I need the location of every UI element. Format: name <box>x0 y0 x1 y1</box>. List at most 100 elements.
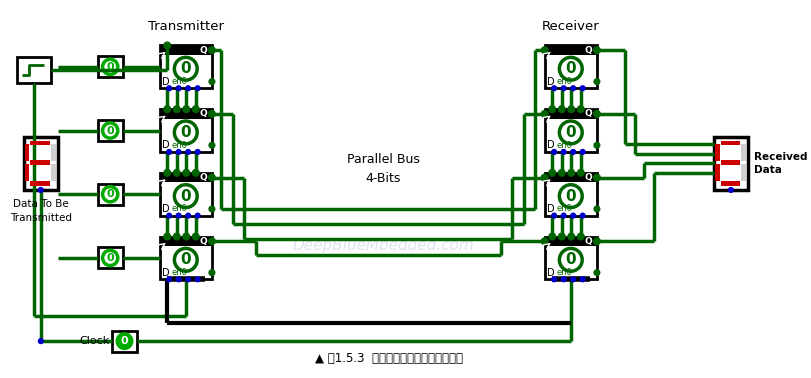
Circle shape <box>195 213 200 218</box>
Circle shape <box>580 150 584 154</box>
Bar <box>714 164 719 181</box>
Circle shape <box>580 213 584 218</box>
Circle shape <box>164 169 170 176</box>
Circle shape <box>548 169 555 176</box>
Circle shape <box>577 169 583 176</box>
Circle shape <box>117 333 132 349</box>
Text: D: D <box>162 204 169 214</box>
Bar <box>24 164 29 181</box>
Circle shape <box>192 106 199 113</box>
Text: D: D <box>162 140 169 150</box>
Bar <box>160 109 212 119</box>
Circle shape <box>174 233 180 240</box>
Text: D: D <box>547 268 555 278</box>
Text: D: D <box>547 77 555 87</box>
Circle shape <box>580 277 584 282</box>
Circle shape <box>176 213 181 218</box>
Bar <box>719 161 740 165</box>
Bar <box>160 237 212 279</box>
Bar <box>544 173 596 182</box>
Circle shape <box>174 169 180 176</box>
Text: 0: 0 <box>106 189 114 199</box>
Circle shape <box>195 277 200 282</box>
Circle shape <box>593 238 599 245</box>
Text: Received
Data: Received Data <box>753 152 806 175</box>
Circle shape <box>38 339 43 344</box>
Bar <box>544 173 596 215</box>
Circle shape <box>541 238 547 245</box>
Circle shape <box>567 106 574 113</box>
Text: D: D <box>547 204 555 214</box>
Circle shape <box>558 169 564 176</box>
Bar <box>544 237 596 279</box>
Text: en0: en0 <box>556 268 573 277</box>
Circle shape <box>560 213 565 218</box>
Circle shape <box>541 174 547 181</box>
Circle shape <box>176 277 181 282</box>
Text: Data To Be
Transmitted: Data To Be Transmitted <box>10 200 71 223</box>
Circle shape <box>594 143 599 148</box>
Text: Q: Q <box>584 46 591 55</box>
Circle shape <box>559 185 581 208</box>
Circle shape <box>594 270 599 276</box>
Circle shape <box>570 86 575 91</box>
Bar <box>160 45 212 88</box>
Circle shape <box>38 187 43 192</box>
Text: 0: 0 <box>106 253 114 263</box>
Bar <box>740 144 745 161</box>
Circle shape <box>570 150 575 154</box>
Circle shape <box>195 86 200 91</box>
Circle shape <box>208 111 215 117</box>
Circle shape <box>593 47 599 54</box>
Bar <box>51 164 56 181</box>
Circle shape <box>166 86 171 91</box>
Text: Transmitter: Transmitter <box>148 20 224 33</box>
Text: en0: en0 <box>172 268 187 277</box>
Circle shape <box>186 277 191 282</box>
Circle shape <box>559 248 581 271</box>
Circle shape <box>560 277 565 282</box>
Circle shape <box>166 277 171 282</box>
Circle shape <box>176 150 181 154</box>
Bar <box>719 141 740 145</box>
Circle shape <box>593 174 599 181</box>
Circle shape <box>541 47 547 54</box>
Circle shape <box>174 185 197 208</box>
Text: 0: 0 <box>180 253 191 267</box>
Circle shape <box>186 213 191 218</box>
Bar <box>97 120 122 141</box>
Circle shape <box>541 111 547 117</box>
Bar <box>112 331 136 352</box>
Bar <box>713 137 747 190</box>
Text: Receiver: Receiver <box>541 20 599 33</box>
Circle shape <box>558 233 564 240</box>
Circle shape <box>208 143 214 148</box>
Text: en0: en0 <box>556 77 573 86</box>
Text: 0: 0 <box>106 125 114 136</box>
Bar <box>97 56 122 77</box>
Circle shape <box>166 150 171 154</box>
Circle shape <box>182 106 189 113</box>
Text: 0: 0 <box>564 189 575 204</box>
Text: 0: 0 <box>180 189 191 204</box>
Circle shape <box>558 106 564 113</box>
Text: Q: Q <box>200 109 207 118</box>
Circle shape <box>551 86 556 91</box>
Circle shape <box>164 106 170 113</box>
Circle shape <box>727 187 732 192</box>
Circle shape <box>192 169 199 176</box>
Bar <box>160 109 212 152</box>
Text: Parallel Bus
4-Bits: Parallel Bus 4-Bits <box>346 153 419 185</box>
Text: D: D <box>162 77 169 87</box>
Circle shape <box>164 42 170 49</box>
Circle shape <box>164 233 170 240</box>
Text: 0: 0 <box>121 336 128 346</box>
Circle shape <box>208 206 214 212</box>
Circle shape <box>102 250 118 265</box>
Circle shape <box>594 206 599 212</box>
Circle shape <box>166 213 171 218</box>
Bar <box>30 181 50 186</box>
Text: 0: 0 <box>564 253 575 267</box>
Bar <box>30 161 50 165</box>
Text: 0: 0 <box>106 62 114 72</box>
